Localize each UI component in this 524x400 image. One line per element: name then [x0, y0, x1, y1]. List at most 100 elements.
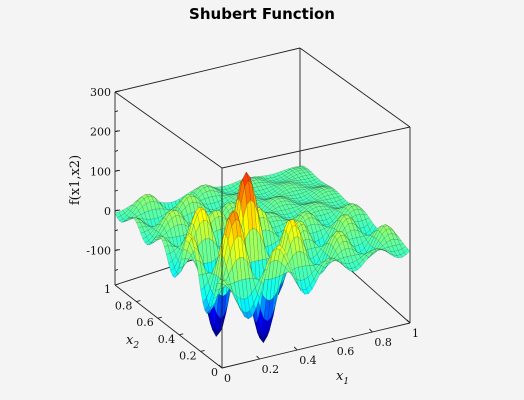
surface-facet: [358, 259, 366, 268]
surface-facet: [269, 230, 276, 245]
surface-facet: [363, 224, 371, 234]
surface-facet: [357, 220, 365, 229]
surface-facet: [233, 193, 240, 196]
surface-facet: [300, 184, 308, 187]
surface-facet: [295, 225, 302, 242]
surface-facet: [203, 265, 210, 274]
surface-facet: [367, 220, 374, 231]
surface-facet: [342, 218, 349, 229]
surface-facet: [308, 238, 316, 249]
surface-facet: [178, 258, 186, 269]
surface-facet: [278, 196, 285, 198]
surface-facet: [348, 239, 355, 249]
surface-facet: [193, 246, 201, 262]
z-minor-tick: [114, 269, 119, 271]
surface-facet: [316, 215, 323, 221]
surface-facet: [282, 218, 289, 221]
x-axis-label-main: x: [336, 369, 344, 384]
surface-facet: [259, 196, 267, 199]
surface-facet: [314, 223, 321, 233]
x-tick-mark: [369, 328, 373, 333]
surface-facet: [341, 262, 349, 269]
surface-facet: [291, 201, 299, 205]
surface-facet: [312, 206, 319, 213]
surface-facet: [196, 190, 203, 198]
surface-facet: [306, 231, 314, 242]
surface-facet: [353, 208, 360, 216]
surface-facet: [322, 232, 329, 244]
surface-facet: [238, 305, 245, 317]
surface-facet: [225, 218, 232, 242]
surface-facet: [131, 217, 139, 220]
x-tick-label: 0.6: [337, 345, 355, 358]
surface-facet: [276, 184, 283, 189]
surface-facet: [391, 233, 398, 240]
surface-facet: [277, 273, 284, 292]
z-minor-tick: [114, 229, 119, 232]
y-tick-label: 0: [211, 366, 218, 379]
surface-facet: [388, 252, 396, 258]
surface-facet: [332, 257, 339, 261]
surface-facet: [181, 248, 188, 260]
surface-facet: [200, 287, 207, 303]
surface-facet: [199, 184, 206, 187]
surface-facet: [384, 246, 392, 252]
x-tick-mark: [256, 355, 260, 360]
surface-facet: [281, 180, 289, 183]
surface-facet: [319, 206, 327, 211]
surface-facet: [277, 249, 284, 264]
surface-facet: [339, 197, 347, 204]
z-tick-label: -100: [86, 245, 111, 258]
surface-facet: [252, 177, 259, 179]
surface-facet: [309, 265, 316, 274]
surface-facet: [333, 210, 341, 218]
surface-facet: [276, 244, 283, 251]
surface-facet: [177, 240, 184, 250]
surface-facet: [277, 214, 285, 219]
x-tick-label: 0: [224, 372, 231, 385]
surface-facet: [342, 231, 349, 240]
surface-facet: [153, 201, 160, 210]
surface-facet: [303, 203, 310, 205]
z-minor-tick: [114, 209, 119, 212]
surface-facet: [293, 182, 301, 186]
surface-facet: [175, 248, 183, 261]
surface-facet: [283, 252, 290, 264]
y-tick-mark: [221, 366, 227, 369]
surface-facet: [383, 249, 390, 254]
surface-facet: [305, 265, 312, 278]
surface-facet: [295, 182, 302, 185]
surface-facet: [321, 225, 329, 230]
surface-facet: [392, 254, 400, 259]
surface-facet: [135, 196, 142, 202]
surface-facet: [172, 236, 179, 248]
surface-facet: [183, 239, 190, 251]
z-minor-tick: [114, 189, 119, 192]
box-front-bottom-left: [114, 284, 223, 369]
surface-facet: [332, 208, 340, 211]
surface-facet: [263, 299, 270, 322]
surface-facet: [256, 177, 263, 180]
surface-facet: [234, 298, 241, 311]
surface-facet: [297, 186, 305, 191]
surface-facet: [371, 230, 379, 238]
y-tick-mark: [114, 283, 120, 286]
surface-facet: [216, 328, 223, 337]
surface-facet: [283, 214, 290, 218]
surface-facet: [312, 240, 320, 248]
surface-facet: [147, 195, 154, 202]
surface-facet: [259, 203, 266, 210]
surface-facet: [230, 193, 237, 195]
surface-facet: [149, 194, 156, 199]
surface-facet: [252, 179, 260, 184]
surface-facet: [268, 184, 275, 188]
surface-facet: [135, 217, 142, 221]
y-axis-label-subscript: 2: [132, 341, 139, 351]
surface-facet: [361, 232, 368, 237]
surface-facet: [369, 223, 377, 235]
surface-facet: [345, 204, 352, 211]
surface-facet: [199, 219, 206, 242]
z-minor-tick: [114, 150, 119, 152]
x-tick-label: 1: [412, 327, 419, 340]
